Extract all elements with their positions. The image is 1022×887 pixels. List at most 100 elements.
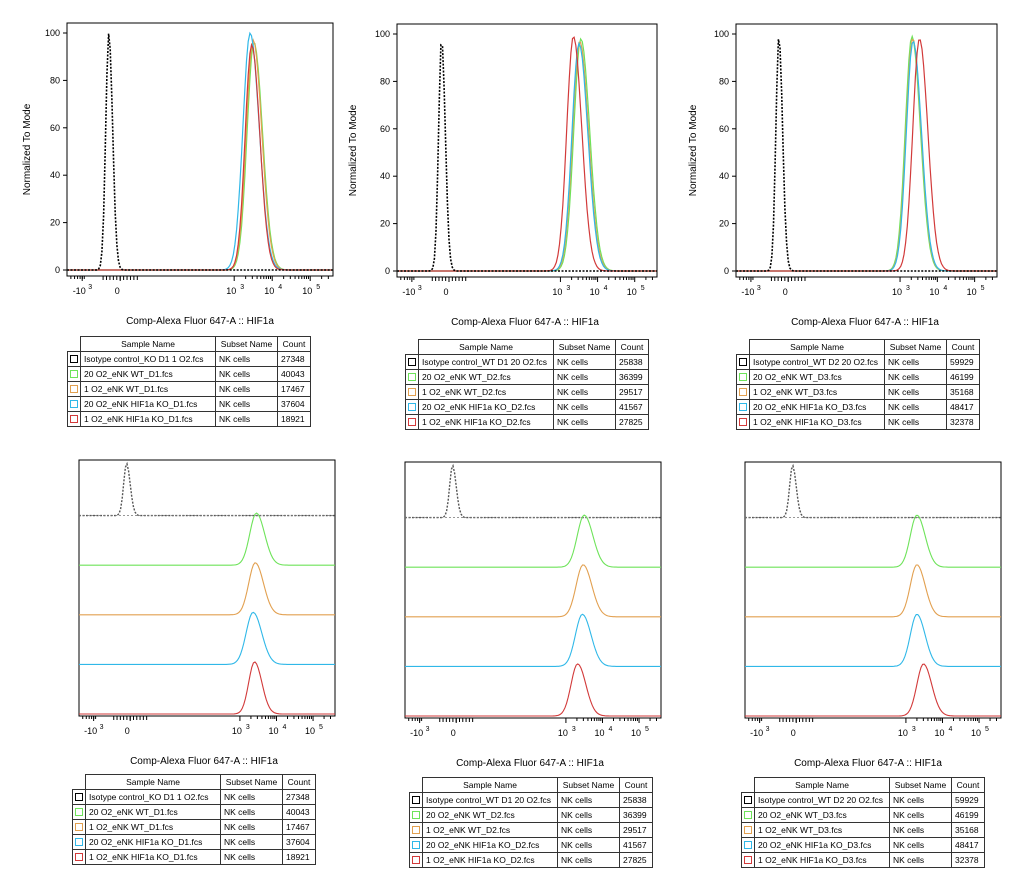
- legend-column-header: Count: [277, 336, 311, 352]
- legend-table: Sample Name Subset Name Count Isotype contr…: [72, 774, 316, 865]
- legend-swatch-cell: [405, 384, 419, 400]
- x-tick-label: -10: [402, 287, 415, 297]
- legend-swatch-header: [73, 775, 86, 790]
- x-tick-label: 10: [934, 728, 944, 738]
- legend-swatch-header: [737, 340, 750, 355]
- y-tick-label: 80: [719, 76, 729, 86]
- x-tick-label: 10: [929, 287, 939, 297]
- x-tick-exponent: 3: [100, 724, 104, 731]
- legend-count: 36399: [615, 369, 649, 385]
- x-axis-label: Comp-Alexa Fluor 647-A :: HIF1a: [794, 758, 942, 769]
- legend-row: 1 O2_eNK HIF1a KO_D3.fcs NK cells 32378: [736, 414, 980, 430]
- legend-count: 17467: [282, 819, 316, 835]
- legend-count: 27825: [619, 852, 653, 868]
- legend-count: 32378: [946, 414, 980, 430]
- legend-count: 48417: [951, 837, 985, 853]
- legend-swatch-cell: [736, 414, 750, 430]
- legend-swatch-cell: [409, 792, 423, 808]
- legend-swatch-cell: [72, 834, 86, 850]
- y-tick-label: 80: [50, 75, 60, 85]
- legend-name: 20 O2_eNK HIF1a KO_D3.fcs: [754, 837, 890, 853]
- legend-count: 27825: [615, 414, 649, 430]
- plot-frame: [404, 461, 662, 719]
- legend-row: 1 O2_eNK HIF1a KO_D3.fcs NK cells 32378: [741, 852, 985, 868]
- legend-swatch: [412, 826, 420, 835]
- legend-column-header: Count: [282, 774, 316, 790]
- x-tick-exponent: 3: [240, 284, 244, 291]
- x-tick-exponent: 4: [608, 726, 612, 733]
- legend-name: Isotype control_KO D1 1 O2.fcs: [85, 789, 221, 805]
- legend-row: 20 O2_eNK WT_D1.fcs NK cells 40043: [67, 366, 311, 382]
- legend-swatch: [744, 856, 752, 865]
- legend-swatch: [739, 358, 747, 367]
- legend-swatch-cell: [72, 849, 86, 865]
- legend-swatch-cell: [736, 384, 750, 400]
- legend-subset: NK cells: [220, 849, 283, 865]
- legend-swatch: [70, 415, 78, 424]
- legend-count: 35168: [946, 384, 980, 400]
- legend-name: 1 O2_eNK HIF1a KO_D3.fcs: [749, 414, 885, 430]
- x-tick-exponent: 3: [572, 726, 576, 733]
- series-line: [79, 562, 335, 616]
- x-tick-label: 10: [967, 287, 977, 297]
- legend-swatch: [744, 811, 752, 820]
- x-tick-label: -10: [73, 286, 86, 296]
- legend-column-header: Count: [946, 339, 980, 355]
- plot-frame: [744, 461, 1002, 719]
- legend-swatch: [408, 418, 416, 427]
- y-tick-label: 40: [719, 171, 729, 181]
- y-tick-label: 40: [380, 171, 390, 181]
- legend-name: 1 O2_eNK WT_D3.fcs: [754, 822, 890, 838]
- legend-row: 20 O2_eNK HIF1a KO_D3.fcs NK cells 48417: [741, 837, 985, 853]
- legend-swatch-cell: [409, 852, 423, 868]
- legend-subset: NK cells: [553, 414, 616, 430]
- legend-header-row: Sample Name Subset Name Count: [73, 774, 316, 790]
- legend-subset: NK cells: [889, 807, 952, 823]
- legend-column-header: Subset Name: [557, 777, 620, 793]
- x-tick-label: 0: [451, 728, 456, 738]
- y-tick-label: 20: [50, 218, 60, 228]
- legend-column-header: Subset Name: [215, 336, 278, 352]
- legend-count: 25838: [619, 792, 653, 808]
- legend-swatch-cell: [741, 807, 755, 823]
- legend-swatch: [744, 841, 752, 850]
- legend-swatch-cell: [741, 822, 755, 838]
- legend-name: 20 O2_eNK WT_D1.fcs: [85, 804, 221, 820]
- legend-table: Sample Name Subset Name Count Isotype contr…: [741, 777, 985, 868]
- legend-name: Isotype control_WT D1 20 O2.fcs: [422, 792, 558, 808]
- x-tick-label: 10: [232, 726, 242, 736]
- y-tick-label: 0: [724, 266, 729, 276]
- legend-row: 20 O2_eNK HIF1a KO_D2.fcs NK cells 41567: [409, 837, 653, 853]
- legend-swatch-cell: [741, 837, 755, 853]
- legend-count: 48417: [946, 399, 980, 415]
- legend-row: 1 O2_eNK HIF1a KO_D1.fcs NK cells 18921: [67, 411, 311, 427]
- legend-swatch-cell: [409, 837, 423, 853]
- legend-swatch-cell: [741, 852, 755, 868]
- legend-subset: NK cells: [553, 399, 616, 415]
- legend-name: 20 O2_eNK WT_D1.fcs: [80, 366, 216, 382]
- legend-column-header: Subset Name: [220, 774, 283, 790]
- legend-swatch: [739, 403, 747, 412]
- legend-name: 1 O2_eNK WT_D1.fcs: [85, 819, 221, 835]
- legend-swatch-cell: [72, 789, 86, 805]
- legend-swatch-cell: [736, 399, 750, 415]
- legend-count: 41567: [615, 399, 649, 415]
- series-line: [745, 614, 1001, 667]
- x-tick-label: 10: [971, 728, 981, 738]
- legend-row: 1 O2_eNK WT_D1.fcs NK cells 17467: [72, 819, 316, 835]
- legend-header-row: Sample Name Subset Name Count: [68, 336, 311, 352]
- y-tick-label: 20: [719, 219, 729, 229]
- legend-row: Isotype control_WT D1 20 O2.fcs NK cells 2…: [405, 354, 649, 370]
- legend-name: Isotype control_WT D2 20 O2.fcs: [749, 354, 885, 370]
- legend-column-header: Subset Name: [884, 339, 947, 355]
- legend-subset: NK cells: [557, 852, 620, 868]
- legend-swatch: [412, 811, 420, 820]
- legend-name: 20 O2_eNK WT_D2.fcs: [418, 369, 554, 385]
- x-tick-exponent: 3: [418, 285, 422, 292]
- legend-row: 20 O2_eNK HIF1a KO_D3.fcs NK cells 48417: [736, 399, 980, 415]
- legend-count: 17467: [277, 381, 311, 397]
- legend-row: 20 O2_eNK HIF1a KO_D1.fcs NK cells 37604: [72, 834, 316, 850]
